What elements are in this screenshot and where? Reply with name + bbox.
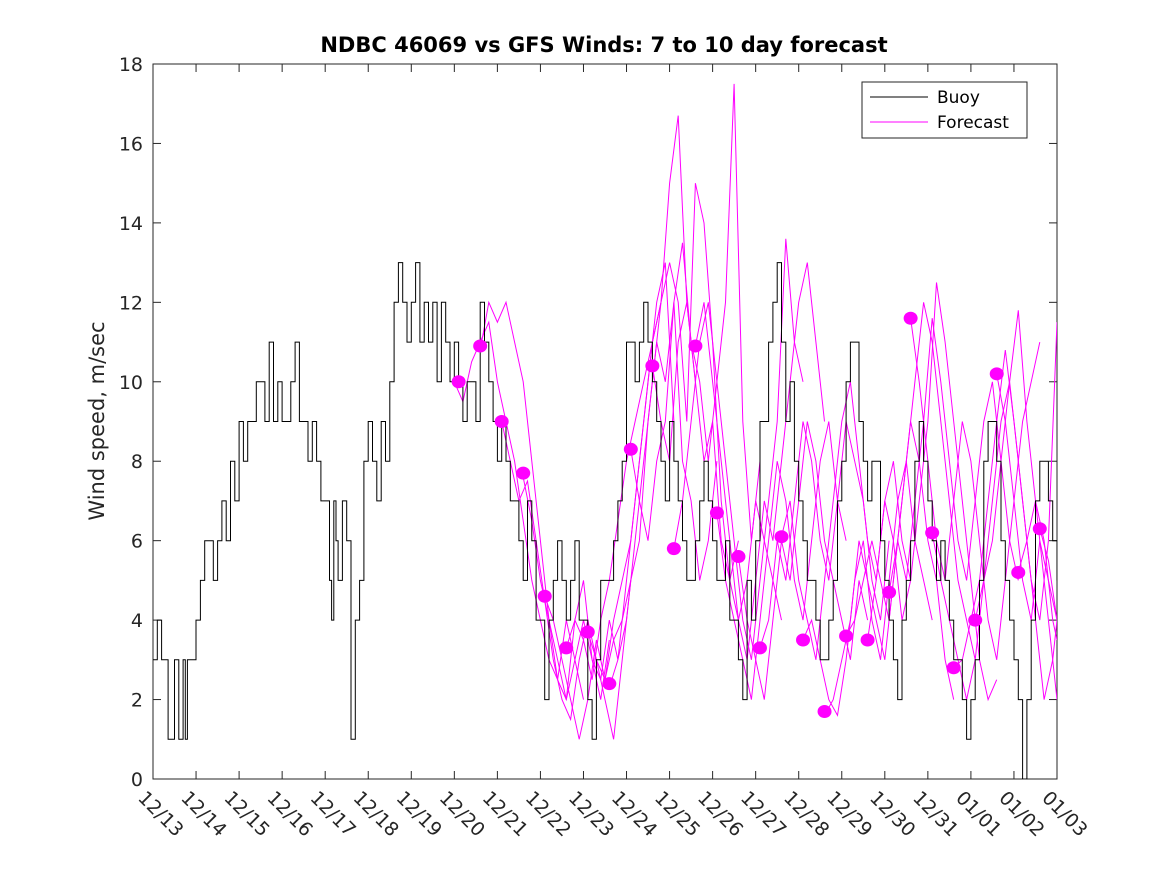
forecast-marker <box>774 530 789 544</box>
forecast-marker <box>731 550 746 564</box>
forecast-marker <box>1032 522 1047 536</box>
forecast-marker <box>796 633 811 647</box>
forecast-marker <box>709 506 724 520</box>
forecast-marker <box>623 442 638 456</box>
forecast-marker <box>817 704 832 718</box>
forecast-marker <box>752 641 767 655</box>
forecast-markers <box>451 311 1047 718</box>
forecast-marker <box>559 641 574 655</box>
forecast-marker <box>473 339 488 353</box>
forecast-series-line <box>1039 528 1057 621</box>
forecast-marker <box>946 661 961 675</box>
forecast-series-line <box>974 310 1057 700</box>
forecast-marker <box>516 466 531 480</box>
forecast-marker <box>882 585 897 599</box>
forecast-marker <box>989 367 1004 381</box>
forecast-marker <box>925 526 940 540</box>
forecast-marker <box>968 613 983 627</box>
y-tick-label: 18 <box>119 54 143 76</box>
forecast-series-line <box>996 373 1057 621</box>
y-tick-label: 8 <box>131 451 143 473</box>
legend-forecast-label: Forecast <box>937 113 1009 133</box>
forecast-marker <box>494 415 509 428</box>
forecast-series-line <box>845 302 976 660</box>
y-tick-label: 4 <box>131 610 143 632</box>
legend: Buoy Forecast <box>861 81 1028 139</box>
y-tick-label: 0 <box>131 769 143 791</box>
y-axis-label: Wind speed, m/sec <box>85 321 109 520</box>
forecast-marker <box>839 629 854 643</box>
forecast-marker <box>451 375 466 389</box>
forecast-series-line <box>630 83 761 541</box>
y-tick-label: 10 <box>119 372 143 394</box>
plot-series <box>153 83 1057 779</box>
forecast-marker <box>537 589 552 603</box>
y-tick-label: 12 <box>119 292 143 314</box>
forecast-series-line <box>501 421 632 722</box>
y-tick-label: 6 <box>131 531 143 553</box>
legend-box <box>861 81 1028 139</box>
buoy-line-group <box>153 262 1057 779</box>
forecast-marker <box>580 625 595 639</box>
forecast-marker <box>688 339 703 353</box>
forecast-marker <box>1011 565 1026 579</box>
forecast-marker <box>860 633 875 647</box>
forecast-marker <box>666 542 681 556</box>
y-tick-label: 14 <box>119 213 143 235</box>
forecast-lines <box>453 83 1057 740</box>
forecast-series-line <box>522 302 662 700</box>
y-axis-ticks: 0 2 4 6 8 10 12 14 16 18 <box>119 54 1057 791</box>
legend-buoy-label: Buoy <box>937 88 980 108</box>
forecast-marker <box>903 311 918 325</box>
forecast-series-line <box>1017 500 1057 641</box>
y-tick-label: 2 <box>131 690 143 712</box>
buoy-line <box>153 262 1057 779</box>
chart-title: NDBC 46069 vs GFS Winds: 7 to 10 day for… <box>320 33 887 57</box>
y-tick-label: 16 <box>119 133 143 155</box>
forecast-marker <box>602 677 617 691</box>
forecast-marker <box>645 359 660 373</box>
